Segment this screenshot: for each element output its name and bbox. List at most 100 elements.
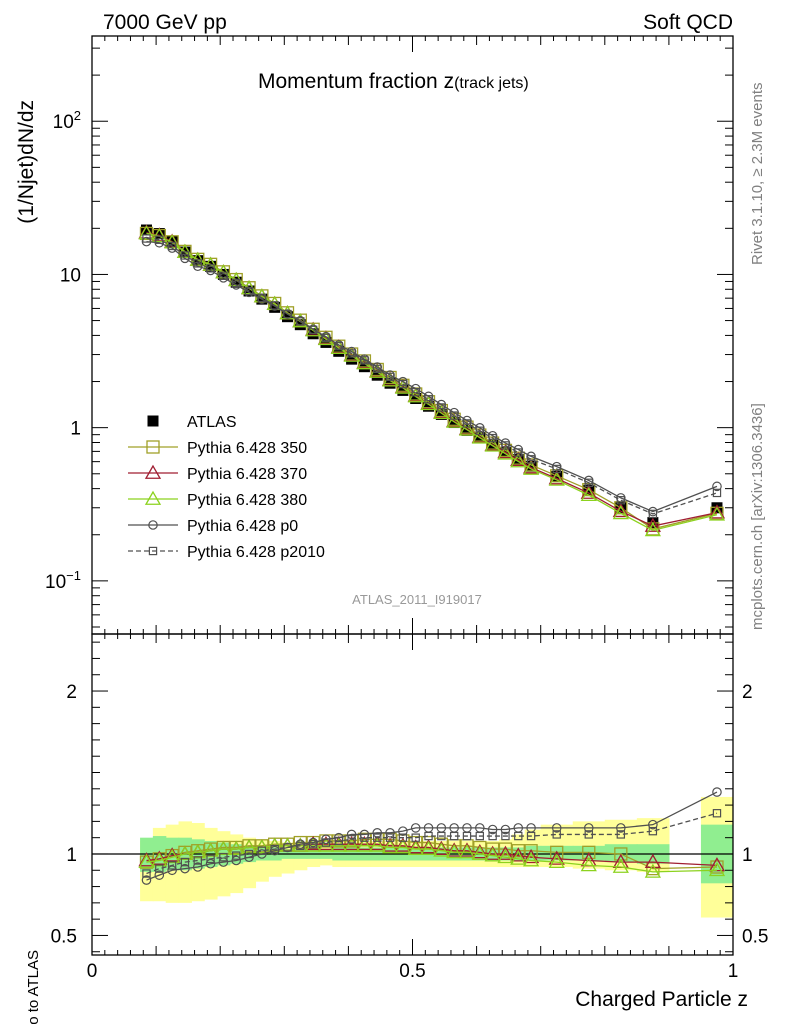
series-4-point-19 xyxy=(385,372,395,382)
series-2-ratio-point-0 xyxy=(138,853,155,869)
legend-marker-1 xyxy=(146,440,160,454)
series-4-point-3 xyxy=(180,251,190,260)
series-1-ratio-point-23 xyxy=(433,840,450,855)
series-2-point-35 xyxy=(708,506,726,521)
y-tick-label-2: 10 xyxy=(60,265,81,286)
header-right: Soft QCD xyxy=(643,11,733,34)
series-3-ratio-point-32 xyxy=(583,823,594,833)
y-tick-label-1: 1 xyxy=(70,419,81,440)
series-2-ratio-point-30 xyxy=(522,852,540,867)
y-axis-label: (1/Njet)dN/dz xyxy=(15,100,38,224)
data-point-14 xyxy=(320,336,332,348)
data-point-16 xyxy=(346,353,358,365)
series-4-point-27 xyxy=(488,433,497,443)
series-1-ratio-point-31 xyxy=(548,850,565,865)
legend-marker-4 xyxy=(148,520,158,530)
series-4-ratio-point-10 xyxy=(270,844,279,854)
series-2-ratio-point-5 xyxy=(202,842,219,857)
series-4-ratio-point-2 xyxy=(167,861,177,870)
series-4-point-31 xyxy=(552,464,561,474)
series-4-ratio-point-30 xyxy=(526,831,536,841)
series-4-ratio-point-4 xyxy=(193,856,202,865)
series-4-point-17 xyxy=(360,356,369,365)
legend: ATLAS Pythia 6.428 350 Pythia 6.428 370 Pyt… xyxy=(128,414,325,561)
legend-label-1: Pythia 6.428 350 xyxy=(187,440,307,457)
title-sub: (track jets) xyxy=(454,75,529,92)
series-1-ratio-point-30 xyxy=(522,848,540,864)
series-3-ratio-point-21 xyxy=(410,823,421,833)
series-2-line xyxy=(146,232,718,532)
data-point-11 xyxy=(282,311,294,323)
series-2-ratio-point-33 xyxy=(612,858,629,873)
header-left: 7000 GeV pp xyxy=(103,11,227,34)
series-1-ratio-point-28 xyxy=(497,845,514,860)
data-point-15 xyxy=(333,345,345,357)
x-tick-label-2: 1 xyxy=(728,961,739,982)
series-0-ratio-point-28 xyxy=(498,842,513,856)
ratio-tick-label-right-2: 2 xyxy=(742,682,753,703)
ratio-axis-label: Ratio to ATLAS xyxy=(25,950,42,1024)
data-point-21 xyxy=(410,392,422,404)
data-point-20 xyxy=(397,384,409,396)
series-3-ratio-point-6 xyxy=(218,857,229,867)
series-2-ratio-point-24 xyxy=(446,844,463,859)
series-4-point-1 xyxy=(155,235,164,244)
series-4-ratio-point-1 xyxy=(155,864,164,873)
series-2-point-28 xyxy=(497,445,514,460)
series-4-ratio-point-32 xyxy=(584,830,593,839)
series-2-ratio-point-26 xyxy=(471,845,488,860)
y-tick-label-0: 10−1 xyxy=(45,568,81,593)
series-2-point-32 xyxy=(580,486,597,502)
series-2-ratio-point-16 xyxy=(343,837,360,852)
series-2-ratio-point-17 xyxy=(356,837,373,852)
series-4-ratio-point-13 xyxy=(308,839,318,849)
series-3-ratio-point-5 xyxy=(205,858,216,869)
ratio-curves xyxy=(92,787,733,885)
series-4-ratio-point-27 xyxy=(488,831,497,841)
data-point-6 xyxy=(217,268,229,280)
series-4-point-2 xyxy=(167,241,177,251)
series-4-point-8 xyxy=(244,286,254,296)
legend-label-0: ATLAS xyxy=(187,414,237,431)
series-2-ratio-point-28 xyxy=(497,848,514,864)
series-4-ratio-point-21 xyxy=(411,833,420,842)
series-2-ratio-point-19 xyxy=(381,839,399,854)
series-3-ratio-point-0 xyxy=(141,875,152,885)
series-2-ratio-line xyxy=(146,845,717,873)
series-4-point-6 xyxy=(219,271,228,280)
series-2-ratio-point-2 xyxy=(164,848,181,864)
series-2-point-24 xyxy=(446,413,463,428)
series-1-ratio-point-22 xyxy=(420,839,437,854)
series-2-ratio-point-34 xyxy=(644,863,661,878)
series-2-ratio-point-6 xyxy=(215,840,232,855)
x-tick-label-1: 0.5 xyxy=(399,961,425,982)
series-2-ratio-point-4 xyxy=(189,844,206,859)
series-0-ratio-point-15 xyxy=(332,834,346,848)
series-1-point-33 xyxy=(612,502,629,518)
series-3-ratio-point-18 xyxy=(372,827,383,838)
series-2-ratio-point-22 xyxy=(420,840,437,855)
series-2-point-26 xyxy=(471,429,488,444)
main-curves xyxy=(138,224,726,537)
series-4-ratio-line xyxy=(146,812,718,875)
series-4-ratio-point-6 xyxy=(219,853,228,862)
data-point-22 xyxy=(423,400,435,412)
series-4-point-33 xyxy=(616,496,626,505)
series-2-ratio-point-27 xyxy=(484,847,501,862)
series-2-point-23 xyxy=(433,404,450,420)
series-4-point-34 xyxy=(648,509,658,519)
series-2-ratio-point-1 xyxy=(151,852,168,867)
data-point-23 xyxy=(435,408,447,420)
series-4-ratio-point-18 xyxy=(373,833,382,842)
series-4-point-5 xyxy=(206,264,215,273)
series-1-point-35 xyxy=(708,504,726,519)
x-axis-label: Charged Particle z xyxy=(575,988,748,1011)
series-3-ratio-point-2 xyxy=(167,865,177,876)
series-1-ratio-point-25 xyxy=(458,842,476,857)
series-2-point-31 xyxy=(548,471,565,486)
series-1-point-31 xyxy=(548,470,565,485)
rivet-label: Rivet 3.1.10, ≥ 2.3M events xyxy=(749,83,766,266)
x-tick-label-0: 0 xyxy=(87,961,98,982)
series-1-ratio-point-26 xyxy=(471,844,488,859)
legend-label-5: Pythia 6.428 p2010 xyxy=(187,544,325,561)
